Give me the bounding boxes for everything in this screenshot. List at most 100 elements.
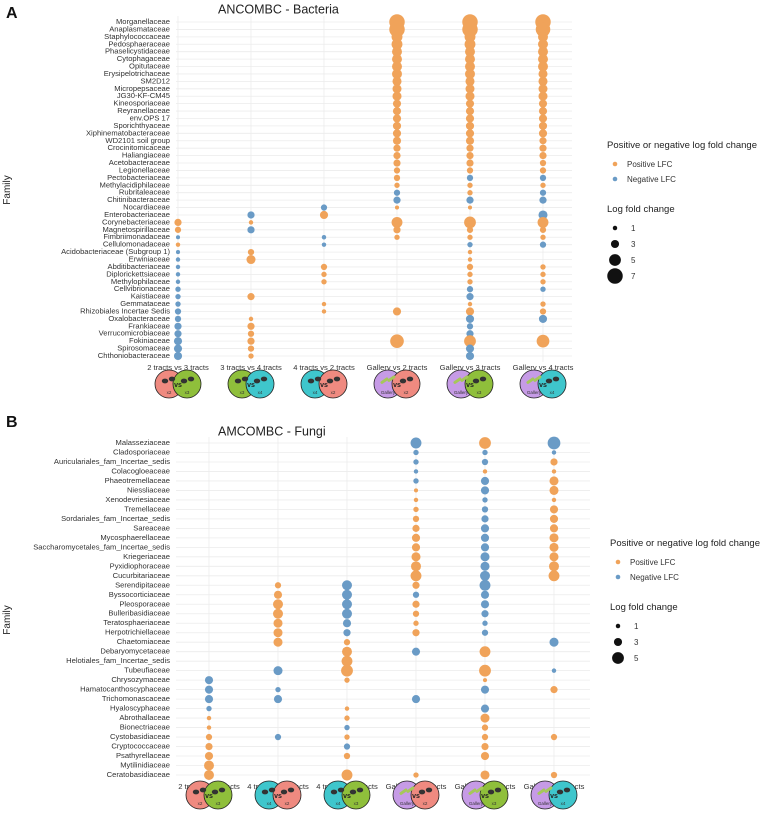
lfc-point (549, 542, 559, 552)
lfc-point (465, 68, 475, 79)
lfc-point (273, 628, 283, 638)
group-right-label: x3 (354, 801, 359, 806)
lfc-point (539, 167, 547, 174)
family-label: Morganellaceae (116, 17, 170, 26)
family-label: Debaryomycetaceae (100, 647, 170, 656)
lfc-point (394, 205, 400, 210)
lfc-point (466, 159, 474, 167)
lfc-point (480, 533, 490, 542)
lfc-point (411, 695, 421, 704)
group-x2-icon (318, 369, 348, 399)
family-label: Pedosphaeraceae (108, 39, 170, 48)
lfc-point (319, 210, 329, 220)
lfc-point (467, 249, 473, 255)
group-right-label: x4 (258, 390, 263, 395)
lfc-point (538, 91, 548, 101)
lfc-point (175, 293, 181, 300)
lfc-point (321, 301, 327, 307)
lfc-point (393, 159, 401, 167)
lfc-point (481, 458, 489, 466)
lfc-point (549, 533, 559, 543)
family-label: Frankiaceae (128, 321, 170, 330)
group-left-label: x4 (336, 801, 341, 806)
y-axis-label: Family (2, 175, 13, 204)
lfc-point (479, 664, 491, 677)
beetle-mark (314, 376, 322, 382)
vs-label: vs (205, 793, 213, 800)
lfc-point (394, 182, 400, 188)
beetle-mark (556, 789, 564, 795)
lfc-point (321, 235, 327, 240)
legend-negative-label: Negative LFC (627, 175, 676, 184)
lfc-point (247, 293, 255, 301)
lfc-point (412, 581, 420, 589)
lfc-point (204, 760, 214, 771)
lfc-point (479, 437, 491, 449)
lfc-point (274, 582, 282, 589)
x-tick-label: Gallery vs 4 tracts (513, 363, 574, 372)
family-label: Fokiniaceae (129, 336, 170, 345)
y-axis-label: Family (2, 605, 13, 634)
lfc-point (538, 76, 548, 86)
lfc-point (551, 668, 557, 673)
legend-positive-label: Positive LFC (627, 160, 673, 169)
lfc-point (540, 182, 546, 188)
lfc-point (174, 308, 182, 315)
family-label: Cytophagaceae (117, 54, 170, 63)
lfc-point (480, 486, 490, 495)
x-tick-label: Gallery vs 3 tracts (440, 363, 501, 372)
beetle-mark (487, 789, 495, 795)
lfc-point (549, 505, 559, 514)
lfc-point (393, 144, 401, 152)
lfc-point (413, 469, 419, 474)
lfc-point (342, 580, 352, 591)
lfc-point (466, 174, 474, 182)
lfc-point (481, 742, 489, 751)
family-label: Fimbriimonadaceae (103, 232, 170, 241)
lfc-point (465, 107, 475, 116)
lfc-point (549, 514, 559, 523)
lfc-point (247, 330, 255, 337)
lfc-point (538, 107, 548, 116)
gallery-mark (526, 377, 535, 384)
lfc-point (480, 751, 490, 761)
x-tick-label: Gallery vs 2 tracts (367, 363, 428, 372)
group-x3-icon (172, 369, 202, 399)
family-label: Chthoniobacteraceae (98, 351, 170, 360)
lfc-point (467, 190, 473, 196)
lfc-point (482, 497, 488, 503)
family-label: Anaplasmataceae (109, 24, 170, 33)
lfc-point (391, 38, 403, 50)
lfc-point (342, 619, 352, 628)
lfc-point (204, 770, 214, 780)
family-label: Methylacidiphilaceae (100, 180, 171, 189)
group-right-label: x4 (550, 390, 555, 395)
lfc-point (480, 476, 490, 486)
family-label: Cellvibrionaceae (114, 284, 170, 293)
lfc-point (482, 678, 488, 683)
lfc-point (173, 337, 183, 346)
beetle-mark (253, 378, 261, 384)
lfc-point (540, 234, 546, 240)
lfc-point (547, 436, 561, 450)
family-label: Pectobacteriaceae (107, 173, 170, 182)
beetle-mark (333, 376, 341, 382)
group-x3-icon (479, 780, 509, 810)
lfc-point (343, 752, 351, 760)
vs-label: vs (550, 793, 558, 800)
lfc-point (392, 46, 402, 57)
gallery-mark (453, 377, 462, 384)
lfc-point (549, 524, 559, 533)
lfc-point (480, 561, 490, 571)
lfc-point (480, 543, 490, 552)
lfc-point (204, 751, 214, 761)
lfc-point (175, 257, 181, 262)
x-tick-label: 3 tracts vs 4 tracts (220, 363, 282, 372)
group-left-label: x2 (198, 801, 203, 806)
panel-title: ANCOMBC - Bacteria (218, 2, 339, 16)
lfc-point (549, 552, 559, 562)
legend-size-label: 3 (631, 240, 636, 249)
lfc-point (320, 204, 328, 211)
lfc-point (413, 459, 419, 465)
